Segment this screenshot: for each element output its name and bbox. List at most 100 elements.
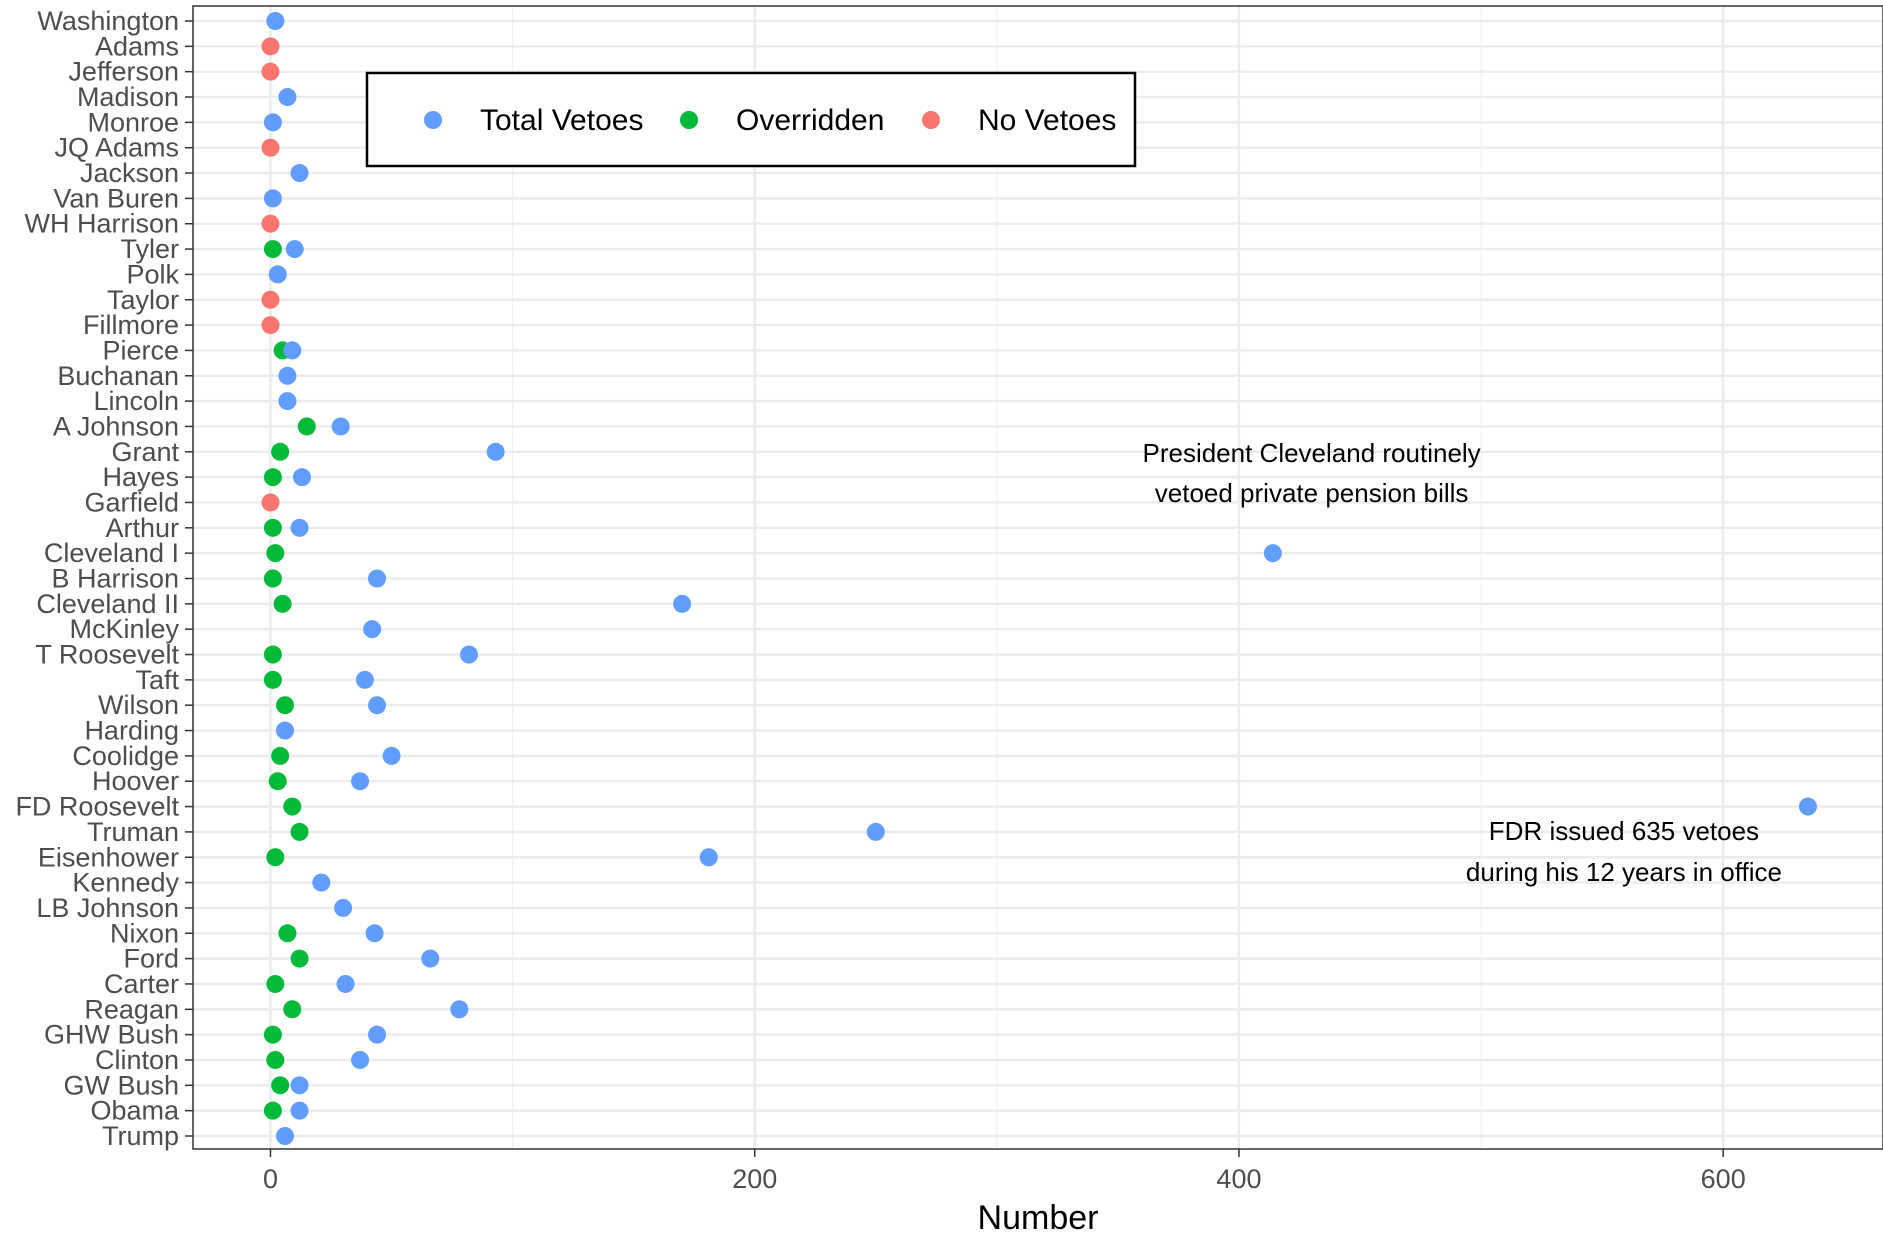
point-total-vetoes-b-harrison [368, 569, 387, 588]
y-tick-label-washington: Washington [37, 6, 179, 36]
y-tick-label-van-buren: Van Buren [53, 183, 179, 213]
y-tick-label-eisenhower: Eisenhower [38, 842, 179, 872]
point-total-vetoes-lb-johnson [334, 898, 353, 917]
point-total-vetoes-gw-bush [290, 1076, 309, 1095]
y-tick-label-jackson: Jackson [80, 158, 179, 188]
point-no-vetoes-fillmore [261, 316, 280, 335]
x-tick-label-600: 600 [1701, 1164, 1746, 1194]
point-overridden-grant [271, 442, 290, 461]
y-tick-label-kennedy: Kennedy [72, 868, 179, 898]
y-tick-label-fillmore: Fillmore [83, 310, 179, 340]
point-total-vetoes-t-roosevelt [460, 645, 479, 664]
legend-key-no-vetoes [922, 111, 940, 129]
y-tick-label-buchanan: Buchanan [57, 361, 179, 391]
y-tick-label-wilson: Wilson [98, 690, 179, 720]
legend-label-overridden: Overridden [736, 104, 884, 137]
point-overridden-taft [263, 670, 282, 689]
point-total-vetoes-washington [266, 12, 285, 30]
y-tick-label-jefferson: Jefferson [68, 57, 179, 87]
y-tick-label-garfield: Garfield [84, 487, 179, 517]
annotation-text: during his 12 years in office [1466, 857, 1782, 887]
panel-border [192, 5, 1883, 1150]
point-total-vetoes-clinton [351, 1050, 370, 1069]
point-overridden-cleveland-ii [273, 594, 292, 613]
point-overridden-b-harrison [263, 569, 282, 588]
point-overridden-t-roosevelt [263, 645, 282, 664]
y-tick-label-b-harrison: B Harrison [51, 564, 179, 594]
point-overridden-clinton [266, 1050, 285, 1069]
point-total-vetoes-ghw-bush [368, 1025, 387, 1044]
point-total-vetoes-arthur [290, 518, 309, 537]
point-overridden-tyler [263, 240, 282, 259]
grid-lines [193, 6, 1883, 1149]
y-tick-label-hayes: Hayes [102, 462, 179, 492]
point-total-vetoes-harding [276, 721, 295, 740]
y-tick-label-harding: Harding [84, 716, 179, 746]
y-tick-label-lb-johnson: LB Johnson [36, 893, 179, 923]
point-total-vetoes-taft [355, 670, 374, 689]
point-total-vetoes-ford [421, 949, 440, 968]
point-no-vetoes-garfield [261, 493, 280, 512]
y-tick-label-lincoln: Lincoln [93, 386, 179, 416]
point-overridden-carter [266, 974, 285, 993]
point-overridden-hayes [263, 468, 282, 487]
y-tick-label-polk: Polk [126, 259, 179, 289]
point-total-vetoes-lincoln [278, 392, 297, 411]
point-total-vetoes-truman [866, 822, 885, 841]
y-tick-label-t-roosevelt: T Roosevelt [35, 640, 179, 670]
point-total-vetoes-nixon [365, 924, 384, 943]
y-tick-label-coolidge: Coolidge [72, 741, 179, 771]
point-total-vetoes-tyler [285, 240, 304, 259]
point-overridden-nixon [278, 924, 297, 943]
y-tick-label-truman: Truman [87, 817, 179, 847]
annotation-text: President Cleveland routinely [1142, 438, 1480, 468]
point-overridden-cleveland-i [266, 544, 285, 563]
x-axis: 0 200 400 600 [263, 1149, 1746, 1194]
point-overridden-wilson [276, 696, 295, 715]
point-no-vetoes-jq-adams [261, 138, 280, 157]
y-tick-label-ghw-bush: GHW Bush [44, 1020, 179, 1050]
point-total-vetoes-cleveland-ii [673, 594, 692, 613]
legend-box [365, 71, 1137, 168]
legend-key-overridden [680, 111, 698, 129]
x-tick-label-0: 0 [263, 1164, 278, 1194]
point-overridden-reagan [283, 1000, 302, 1019]
x-tick-label-400: 400 [1216, 1164, 1261, 1194]
y-tick-label-hoover: Hoover [92, 766, 179, 796]
point-overridden-hoover [268, 772, 287, 791]
annotation-text: vetoed private pension bills [1155, 478, 1469, 508]
y-tick-label-gw-bush: GW Bush [63, 1070, 179, 1100]
point-total-vetoes-kennedy [312, 873, 331, 892]
point-total-vetoes-grant [486, 442, 505, 461]
point-total-vetoes-obama [290, 1101, 309, 1120]
y-tick-label-jq-adams: JQ Adams [54, 133, 179, 163]
y-tick-label-adams: Adams [95, 31, 179, 61]
point-total-vetoes-monroe [263, 113, 282, 132]
y-tick-label-cleveland-i: Cleveland I [44, 538, 179, 568]
point-total-vetoes-coolidge [382, 746, 401, 765]
point-total-vetoes-madison [278, 88, 297, 107]
y-tick-label-pierce: Pierce [102, 335, 179, 365]
y-tick-label-arthur: Arthur [105, 513, 179, 543]
point-overridden-coolidge [271, 746, 290, 765]
point-overridden-ford [290, 949, 309, 968]
legend-key-total-vetoes [424, 111, 442, 129]
y-tick-label-madison: Madison [77, 82, 179, 112]
data-points [261, 12, 1817, 1145]
y-tick-label-taft: Taft [135, 665, 179, 695]
point-total-vetoes-hoover [351, 772, 370, 791]
point-total-vetoes-fd-roosevelt [1798, 797, 1817, 816]
annotation-text: FDR issued 635 vetoes [1489, 816, 1759, 846]
y-axis: WashingtonAdamsJeffersonMadisonMonroeJQ … [15, 6, 193, 1151]
point-overridden-gw-bush [271, 1076, 290, 1095]
y-tick-label-carter: Carter [104, 969, 179, 999]
y-tick-label-taylor: Taylor [107, 285, 179, 315]
y-tick-label-trump: Trump [102, 1121, 179, 1151]
point-total-vetoes-a-johnson [331, 417, 350, 436]
point-overridden-fd-roosevelt [283, 797, 302, 816]
point-no-vetoes-wh-harrison [261, 214, 280, 233]
y-tick-label-clinton: Clinton [95, 1045, 179, 1075]
point-total-vetoes-polk [268, 265, 287, 284]
